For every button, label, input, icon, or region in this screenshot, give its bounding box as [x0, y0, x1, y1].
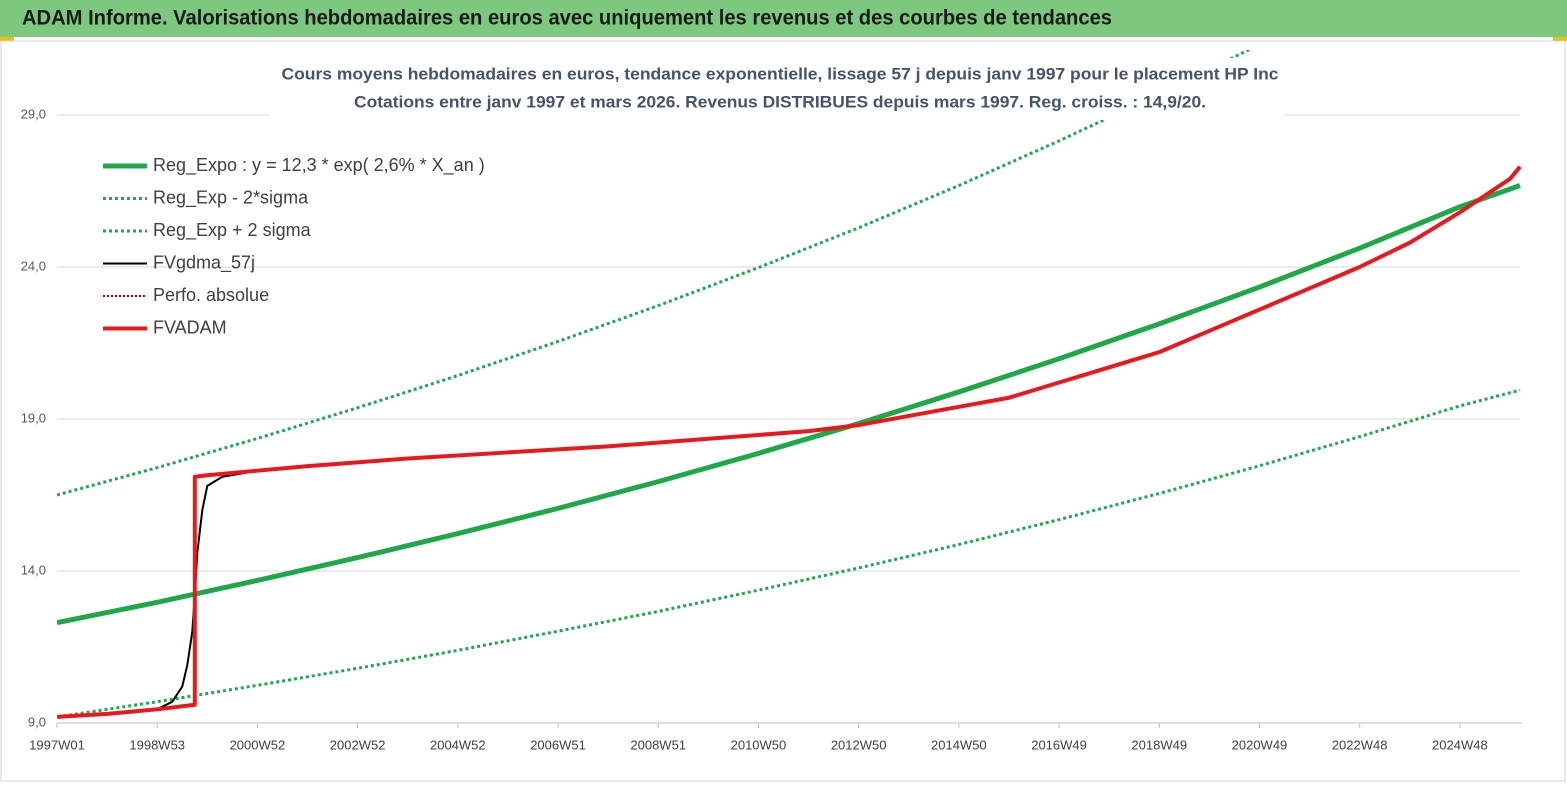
- x-tick-label: 1998W53: [129, 737, 185, 752]
- x-tick-label: 2020W49: [1232, 737, 1288, 752]
- y-tick-label: 19,0: [21, 410, 46, 425]
- x-tick-label: 2000W52: [230, 737, 286, 752]
- legend-label: Reg_Exp - 2*sigma: [153, 187, 309, 208]
- header-title: ADAM Informe. Valorisations hebdomadaire…: [22, 7, 1112, 30]
- x-tick-label: 2004W52: [430, 737, 486, 752]
- x-tick-label: 2018W49: [1131, 737, 1187, 752]
- legend-label: FVADAM: [153, 317, 227, 337]
- y-tick-label: 24,0: [21, 258, 46, 273]
- plot-frame: [0, 40, 1566, 782]
- legend-label: Perfo. absolue: [153, 285, 269, 305]
- corner-mark: [0, 37, 14, 41]
- x-tick-label: 2024W48: [1432, 737, 1488, 752]
- x-tick-label: 2008W51: [630, 737, 686, 752]
- series-line: [57, 50, 1252, 497]
- x-tick-label: 2014W50: [931, 737, 987, 752]
- legend-label: Reg_Expo : y = 12,3 * exp( 2,6% * X_an ): [153, 155, 485, 176]
- header-band: [0, 0, 1567, 37]
- legend-label: FVgdma_57j: [153, 252, 255, 273]
- series-line: [57, 388, 1521, 719]
- series-line: [57, 183, 1521, 626]
- x-tick-label: 2012W50: [831, 737, 887, 752]
- x-tick-label: 2006W51: [530, 737, 586, 752]
- x-tick-label: 2016W49: [1031, 737, 1087, 752]
- x-tick-label: 2010W50: [731, 737, 787, 752]
- y-tick-label: 9,0: [28, 714, 46, 729]
- x-tick-label: 2002W52: [330, 737, 386, 752]
- series-line: [57, 165, 1522, 719]
- x-tick-label: 1997W01: [29, 737, 85, 752]
- y-tick-label: 14,0: [21, 562, 46, 577]
- y-tick-label: 29,0: [21, 106, 46, 121]
- chart-subtitle: Cotations entre janv 1997 et mars 2026. …: [354, 92, 1206, 111]
- chart-title: Cours moyens hebdomadaires en euros, ten…: [282, 64, 1279, 83]
- corner-mark: [1553, 37, 1567, 41]
- legend-label: Reg_Exp + 2 sigma: [153, 220, 312, 241]
- x-tick-label: 2022W48: [1332, 737, 1388, 752]
- title-box: [270, 58, 1285, 120]
